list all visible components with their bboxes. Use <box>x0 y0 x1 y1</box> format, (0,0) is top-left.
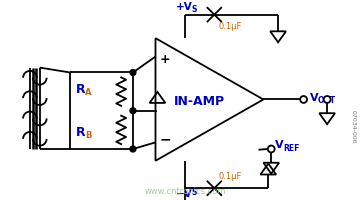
Text: V: V <box>309 93 318 103</box>
Text: R: R <box>76 83 86 96</box>
Circle shape <box>130 146 136 152</box>
Text: +V: +V <box>175 2 192 12</box>
Text: R: R <box>76 126 86 139</box>
Text: www.cntronics.com: www.cntronics.com <box>144 187 226 196</box>
Circle shape <box>130 108 136 114</box>
Text: V: V <box>275 140 284 150</box>
Text: B: B <box>85 131 91 140</box>
Circle shape <box>324 96 331 103</box>
Text: −: − <box>160 132 171 146</box>
Circle shape <box>130 70 136 75</box>
Text: +: + <box>160 53 171 66</box>
Text: −V: −V <box>175 189 192 199</box>
Text: A: A <box>85 88 91 97</box>
Text: 07034-006: 07034-006 <box>351 110 356 143</box>
Circle shape <box>300 96 307 103</box>
Text: S: S <box>192 5 197 14</box>
Text: REF: REF <box>283 144 299 153</box>
Text: S: S <box>192 188 197 197</box>
Circle shape <box>268 146 275 152</box>
Text: 0.1μF: 0.1μF <box>218 22 242 31</box>
Text: IN-AMP: IN-AMP <box>174 95 225 108</box>
Text: 0.1μF: 0.1μF <box>218 172 242 181</box>
Text: OUT: OUT <box>317 96 335 105</box>
